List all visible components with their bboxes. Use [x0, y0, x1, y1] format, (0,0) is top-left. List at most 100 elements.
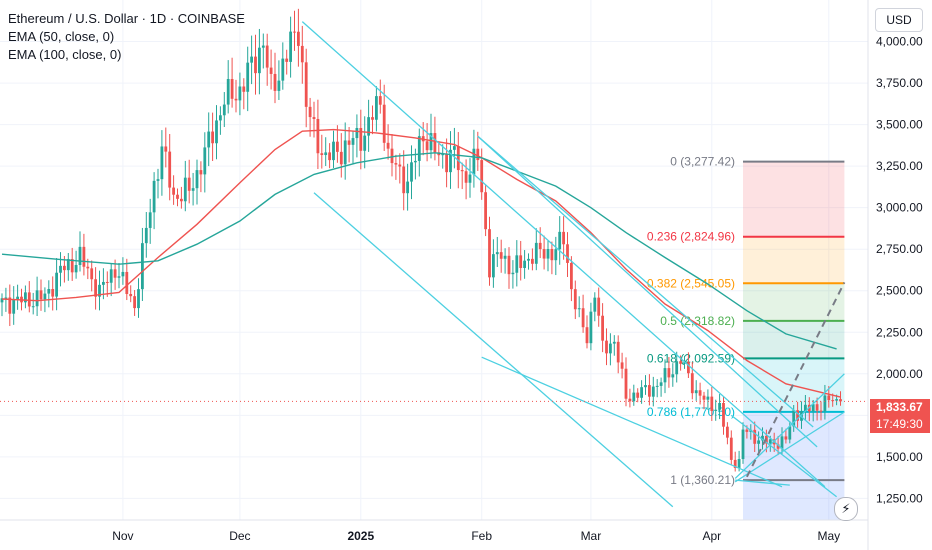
candle-body	[297, 31, 300, 46]
candle-body	[804, 404, 807, 412]
candle-body	[468, 174, 472, 183]
candle-body	[612, 341, 616, 344]
candle-body	[706, 396, 710, 400]
fib-level-label: 0.382 (2,545.05)	[647, 276, 735, 290]
candle-body	[729, 437, 733, 460]
candle-body	[644, 385, 647, 388]
fib-zone	[743, 283, 845, 321]
trendline	[477, 135, 818, 448]
candle-body	[328, 152, 331, 161]
candle-body	[359, 127, 363, 151]
x-tick-label: Nov	[112, 529, 133, 543]
candle-body	[215, 120, 218, 144]
candle-body	[702, 395, 706, 400]
candle-body	[199, 170, 203, 175]
candle-body	[441, 154, 445, 156]
candle-body	[839, 399, 842, 402]
candle-body	[406, 181, 409, 194]
candle-body	[823, 395, 827, 412]
candle-body	[472, 148, 476, 175]
candle-body	[741, 429, 745, 460]
x-tick-label: Mar	[581, 529, 602, 543]
candle-body	[679, 361, 682, 364]
candle-body	[347, 140, 351, 145]
candle-body	[819, 410, 823, 412]
candle-body	[476, 148, 480, 161]
candle-body	[66, 259, 70, 271]
candle-body	[261, 45, 265, 48]
candle-body	[363, 135, 367, 151]
currency-button[interactable]: USD	[875, 8, 923, 32]
candle-body	[538, 242, 542, 250]
trendline	[313, 192, 674, 508]
candle-body	[90, 268, 94, 280]
candle-body	[78, 246, 82, 266]
candle-body	[745, 429, 749, 432]
candle-body	[164, 146, 168, 152]
symbol-title[interactable]: Ethereum / U.S. Dollar · 1D · COINBASE	[8, 11, 245, 26]
y-tick-label: 3,000.00	[876, 201, 923, 215]
x-tick-label: Apr	[702, 529, 721, 543]
candle-body	[0, 298, 4, 303]
candle-body	[698, 390, 702, 396]
candle-body	[152, 180, 156, 213]
ema-line	[1, 152, 837, 350]
candle-body	[737, 459, 741, 468]
candle-body	[355, 127, 359, 139]
candle-body	[761, 435, 764, 441]
candle-body	[453, 146, 456, 150]
candle-body	[121, 271, 125, 277]
candle-body	[519, 255, 523, 268]
candle-body	[636, 392, 640, 398]
candle-body	[31, 306, 35, 308]
candle-body	[16, 296, 19, 300]
trendline	[730, 414, 837, 498]
fib-zone	[743, 320, 845, 359]
candle-body	[308, 106, 312, 118]
candle-body	[133, 296, 136, 309]
candle-body	[550, 249, 554, 261]
candle-body	[593, 297, 597, 312]
candle-body	[94, 279, 97, 297]
candle-body	[160, 146, 164, 180]
candle-body	[113, 269, 117, 278]
candle-body	[464, 171, 468, 183]
candle-body	[628, 398, 632, 402]
candle-body	[788, 426, 792, 440]
candle-body	[718, 402, 721, 410]
ema100-legend[interactable]: EMA (100, close, 0)	[8, 47, 122, 62]
candle-body	[624, 368, 628, 399]
candle-body	[238, 86, 242, 101]
x-tick-label: Dec	[229, 529, 250, 543]
candle-body	[554, 249, 558, 261]
lightning-icon[interactable]: ⚡	[834, 497, 858, 521]
candle-body	[651, 386, 655, 397]
candle-body	[324, 152, 328, 156]
candle-body	[70, 259, 74, 273]
candle-body	[417, 136, 421, 161]
fib-level-label: 0.618 (2,092.59)	[647, 351, 735, 365]
candle-body	[573, 289, 577, 310]
candle-body	[570, 262, 573, 290]
candle-body	[293, 31, 296, 33]
candle-body	[35, 290, 39, 307]
candle-body	[74, 265, 78, 273]
candle-body	[663, 368, 667, 383]
candle-body	[312, 117, 316, 119]
trendline	[477, 135, 814, 428]
candle-body	[304, 62, 308, 107]
candle-body	[191, 188, 195, 191]
candle-body	[585, 327, 589, 344]
ema50-legend[interactable]: EMA (50, close, 0)	[8, 29, 115, 44]
fib-level-label: 0 (3,277.42)	[670, 155, 735, 169]
fib-level-label: 0.236 (2,824.96)	[647, 230, 735, 244]
candle-body	[768, 439, 772, 444]
current-price-tag: 1,833.67	[870, 399, 930, 416]
trendline	[301, 21, 826, 488]
candle-body	[265, 45, 269, 68]
candle-body	[726, 426, 729, 438]
fib-zone	[743, 236, 845, 284]
candle-body	[339, 151, 343, 165]
